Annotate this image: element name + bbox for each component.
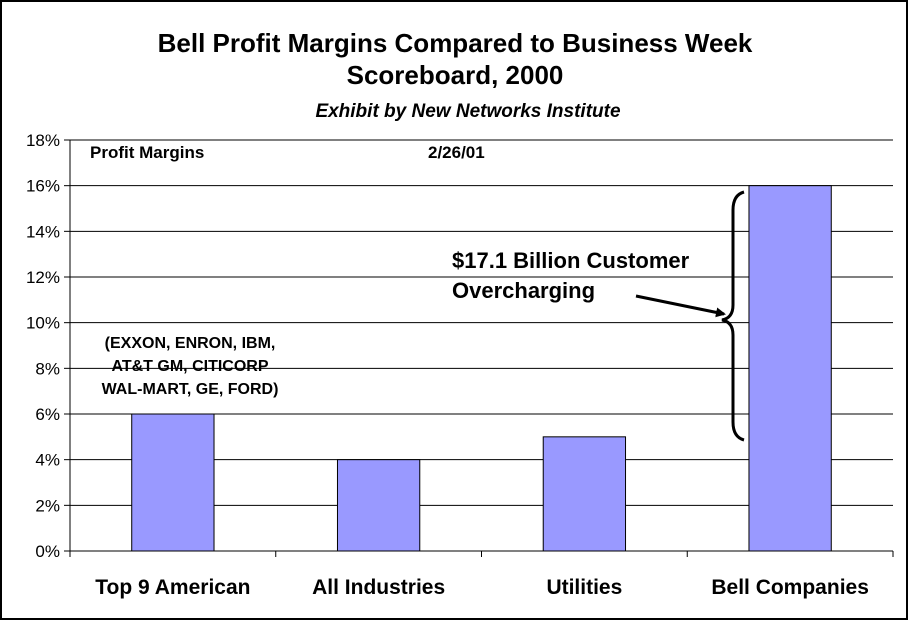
y-tick-label: 8% bbox=[35, 359, 60, 378]
y-tick-label: 10% bbox=[26, 314, 60, 333]
y-tick-label: 14% bbox=[26, 222, 60, 241]
x-tick-label: All Industries bbox=[312, 576, 445, 599]
y-tick-label: 6% bbox=[35, 405, 60, 424]
callout-line-2: Overcharging bbox=[452, 278, 595, 303]
y-tick-label: 2% bbox=[35, 496, 60, 515]
companies-line-3: WAL-MART, GE, FORD) bbox=[102, 381, 279, 398]
callout-arrow bbox=[635, 294, 726, 318]
y-tick-label: 0% bbox=[35, 542, 60, 561]
companies-line-2: AT&T GM, CITICORP bbox=[111, 358, 268, 375]
chart-subtitle: Exhibit by New Networks Institute bbox=[315, 101, 621, 122]
bar-all-industries bbox=[336, 459, 421, 552]
y-tick-label: 16% bbox=[26, 177, 60, 196]
bar-utilities bbox=[542, 436, 627, 552]
chart-title-line2: Scoreboard, 2000 bbox=[347, 60, 564, 90]
curly-brace bbox=[721, 190, 745, 442]
x-tick-label: Top 9 American bbox=[95, 576, 250, 599]
profit-margins-label: Profit Margins bbox=[90, 143, 204, 162]
bar-bell-companies bbox=[748, 185, 832, 552]
y-axis-ticks: 0% 2% 4% 6% 8% 10% 12% 14% 16% 18% bbox=[26, 131, 60, 561]
x-tick-label: Bell Companies bbox=[711, 576, 869, 599]
y-tick-label: 12% bbox=[26, 268, 60, 287]
y-tick-label: 18% bbox=[26, 131, 60, 150]
bars bbox=[131, 185, 832, 552]
y-tick-label: 4% bbox=[35, 451, 60, 470]
chart-title-line1: Bell Profit Margins Compared to Business… bbox=[158, 28, 753, 58]
companies-line-1: (EXXON, ENRON, IBM, bbox=[105, 335, 276, 352]
x-tick-label: Utilities bbox=[546, 576, 622, 599]
axes bbox=[64, 139, 894, 557]
callout-line-1: $17.1 Billion Customer bbox=[452, 248, 690, 273]
x-axis-labels: Top 9 American All Industries Utilities Bel… bbox=[95, 576, 869, 599]
date-label: 2/26/01 bbox=[428, 143, 485, 162]
bar-top-9-american bbox=[131, 413, 215, 552]
